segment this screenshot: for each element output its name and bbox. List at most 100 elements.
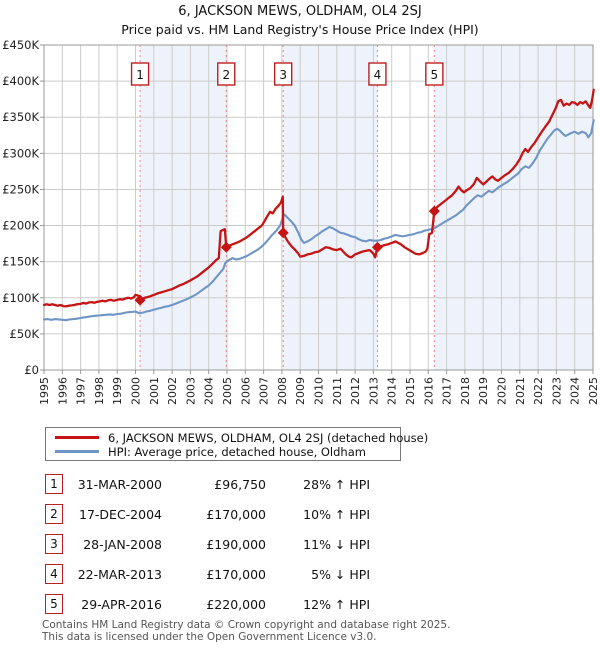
x-axis-year-label: 2011 (331, 377, 344, 405)
x-axis-year-label: 2019 (477, 377, 490, 405)
sale-date: 31-MAR-2000 (77, 477, 162, 492)
y-axis-label: £350K (2, 110, 39, 124)
x-axis-year-label: 2010 (313, 377, 326, 405)
sale-number-badge: 1 (45, 474, 63, 494)
y-axis-label: £450K (2, 38, 39, 52)
ownership-band (434, 45, 594, 370)
sale-vs-hpi: 12% ↑ HPI (303, 597, 370, 612)
x-axis-year-label: 2001 (148, 377, 161, 405)
hpi-series-line (42, 119, 595, 322)
sale-table-row: 2 17-DEC-2004 £170,000 10% ↑ HPI (0, 504, 600, 526)
sale-vs-hpi: 10% ↑ HPI (303, 507, 370, 522)
sale-number-badge: 4 (45, 564, 63, 584)
sale-price: £190,000 (206, 537, 266, 552)
x-axis-year-label: 2016 (422, 377, 435, 405)
sale-point-diamond (428, 205, 440, 217)
sale-number-label: 4 (374, 68, 382, 82)
x-axis-year-label: 2014 (386, 377, 399, 405)
legend-hpi-row: HPI: Average price, detached house, Oldh… (46, 445, 400, 459)
sale-date: 17-DEC-2004 (79, 507, 162, 522)
y-axis-label: £100K (2, 291, 39, 305)
x-axis-year-label: 2024 (569, 377, 582, 405)
sale-number-badge: 2 (45, 504, 63, 524)
sale-number-badge: 3 (45, 534, 63, 554)
x-axis-year-label: 2004 (203, 377, 216, 405)
footer-copyright: Contains HM Land Registry data © Crown c… (42, 619, 451, 631)
sale-date: 22-MAR-2013 (77, 567, 162, 582)
y-axis-label: £0 (24, 363, 39, 377)
sale-table-row: 5 29-APR-2016 £220,000 12% ↑ HPI (0, 594, 600, 616)
y-axis-label: £150K (2, 255, 39, 269)
sale-point-diamond (134, 294, 146, 306)
hpi-line-swatch (55, 450, 99, 453)
sale-price: £170,000 (206, 507, 266, 522)
x-axis-year-label: 1996 (56, 377, 69, 405)
sale-date: 29-APR-2016 (81, 597, 162, 612)
y-axis-label: £300K (2, 146, 39, 160)
sale-number-box (368, 62, 387, 86)
x-axis-year-label: 2018 (459, 377, 472, 405)
sale-number-box (130, 62, 150, 86)
x-axis-year-label: 2023 (550, 377, 563, 405)
x-axis-year-label: 2020 (496, 377, 509, 405)
x-axis-year-label: 2003 (184, 377, 197, 405)
x-axis-year-label: 2025 (587, 377, 600, 405)
sale-price: £220,000 (206, 597, 266, 612)
price-series-line (42, 88, 595, 308)
y-axis-label: £50K (10, 327, 40, 341)
sale-point-diamond (220, 241, 232, 253)
sale-number-box (425, 62, 444, 86)
x-axis-year-label: 2008 (276, 377, 289, 405)
legend-property-label: 6, JACKSON MEWS, OLDHAM, OL4 2SJ (detach… (108, 431, 429, 445)
page-title: 6, JACKSON MEWS, OLDHAM, OL4 2SJ (178, 4, 422, 19)
y-axis-label: £400K (2, 74, 39, 88)
x-axis-year-label: 1997 (75, 377, 88, 405)
sale-table-row: 3 28-JAN-2008 £190,000 11% ↓ HPI (0, 534, 600, 556)
x-axis-year-label: 2009 (294, 377, 307, 405)
page-subtitle: Price paid vs. HM Land Registry's House … (121, 22, 479, 37)
sale-number-badge: 5 (45, 594, 63, 614)
x-axis-year-label: 2005 (221, 377, 234, 405)
x-axis-year-label: 2002 (166, 377, 179, 405)
property-line-swatch (55, 436, 99, 439)
x-axis-year-label: 1995 (38, 377, 51, 405)
y-axis-label: £250K (2, 182, 39, 196)
sale-vs-hpi: 11% ↓ HPI (303, 537, 370, 552)
y-axis-label: £200K (2, 219, 39, 233)
sale-point-diamond (277, 227, 289, 239)
x-axis-year-label: 2013 (367, 377, 380, 405)
x-axis-year-label: 2000 (130, 377, 143, 405)
sale-table-row: 1 31-MAR-2000 £96,750 28% ↑ HPI (0, 474, 600, 496)
chart-legend: 6, JACKSON MEWS, OLDHAM, OL4 2SJ (detach… (45, 427, 428, 461)
x-axis-year-label: 1999 (111, 377, 124, 405)
x-axis-year-label: 2012 (349, 377, 362, 405)
legend-hpi-label: HPI: Average price, detached house, Oldh… (108, 445, 366, 459)
sale-number-box (273, 62, 293, 86)
price-chart: £0 £50K £100K £150K £200K £250K £300K £350K £400… (2, 38, 600, 405)
x-axis-year-label: 2007 (258, 377, 271, 405)
ownership-band (283, 45, 378, 370)
legend-property-row: 6, JACKSON MEWS, OLDHAM, OL4 2SJ (detach… (46, 431, 428, 445)
x-axis-year-label: 2022 (532, 377, 545, 405)
sale-point-diamond (371, 241, 383, 253)
x-axis-year-label: 2021 (514, 377, 527, 405)
sale-vs-hpi: 28% ↑ HPI (303, 477, 370, 492)
sale-price: £170,000 (206, 567, 266, 582)
x-axis-year-label: 1998 (93, 377, 106, 405)
sale-price: £96,750 (214, 477, 266, 492)
sale-number-label: 5 (431, 68, 439, 82)
sale-vs-hpi: 5% ↓ HPI (311, 567, 370, 582)
x-axis-year-label: 2017 (441, 377, 454, 405)
sale-number-box (217, 62, 236, 86)
sale-number-label: 2 (222, 68, 230, 82)
x-axis-year-label: 2015 (404, 377, 417, 405)
sale-table-row: 4 22-MAR-2013 £170,000 5% ↓ HPI (0, 564, 600, 586)
footer-licence: This data is licensed under the Open Gov… (42, 631, 377, 643)
plot-border (43, 44, 594, 371)
ownership-band (140, 45, 227, 370)
sale-number-label: 1 (136, 68, 144, 82)
sale-number-label: 3 (279, 68, 287, 82)
sale-date: 28-JAN-2008 (83, 537, 162, 552)
x-axis-year-label: 2006 (239, 377, 252, 405)
